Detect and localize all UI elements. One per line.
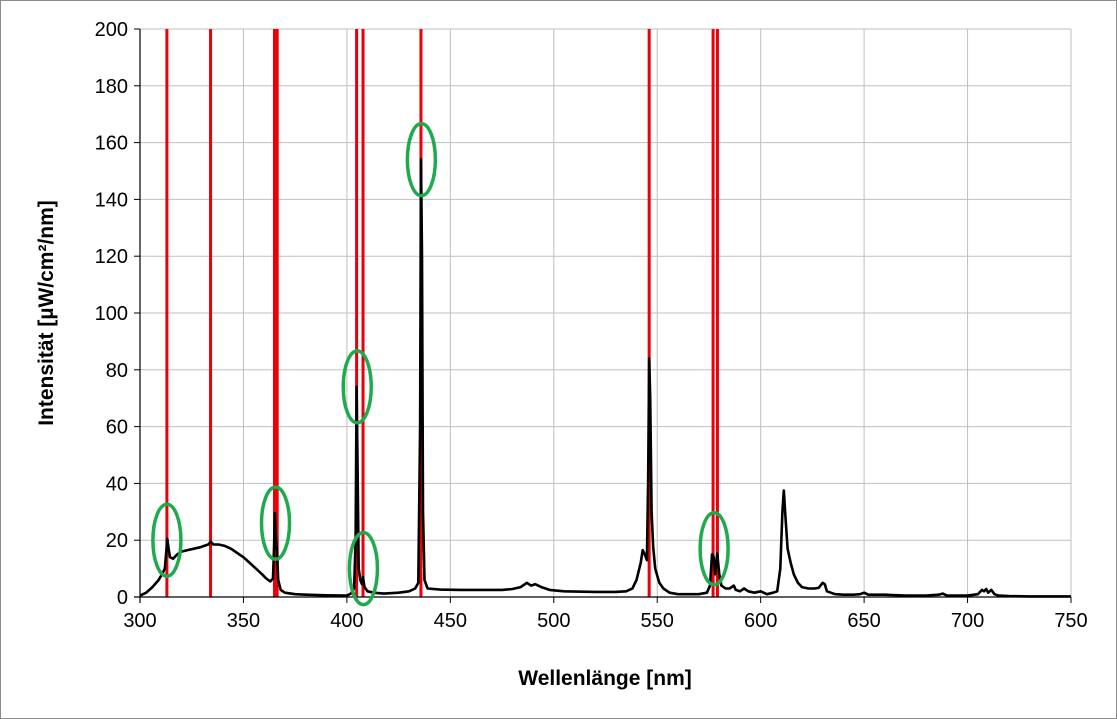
y-tick-label: 180: [95, 76, 128, 98]
y-tick-label: 0: [117, 587, 128, 609]
axes: [134, 28, 1072, 603]
x-tick-label: 500: [537, 610, 570, 632]
y-tick-label: 80: [106, 360, 128, 382]
x-tick-label: 400: [330, 610, 363, 632]
x-tick-label: 550: [641, 610, 674, 632]
x-tick-label: 700: [951, 610, 984, 632]
y-tick-label: 20: [106, 530, 128, 552]
y-tick-label: 140: [95, 189, 128, 211]
grid: [140, 28, 1072, 597]
y-tick-label: 160: [95, 133, 128, 155]
tick-labels: 300 350 400 450 500 550 600 650 700 750 0 20 40 60 80 1…: [95, 19, 1088, 632]
peak-marker-ellipse: [341, 349, 373, 425]
x-tick-label: 450: [434, 610, 467, 632]
y-tick-label: 100: [95, 303, 128, 325]
peak-marker-ellipse: [405, 121, 438, 198]
x-tick-label: 350: [227, 610, 260, 632]
series: [139, 158, 1071, 598]
peak-marker-ellipse: [347, 530, 380, 607]
x-tick-label: 300: [123, 610, 156, 632]
y-tick-label: 60: [106, 417, 128, 439]
y-axis-title: Intensität [µW/cm²/nm]: [35, 200, 58, 426]
y-tick-label: 120: [95, 246, 128, 268]
x-axis-title: Wellenlänge [nm]: [518, 667, 691, 690]
x-tick-label: 600: [744, 610, 777, 632]
reference-lines: [165, 29, 719, 597]
peak-markers: [151, 121, 730, 607]
peak-marker-ellipse: [151, 502, 183, 578]
x-tick-label: 750: [1054, 610, 1087, 632]
series-line: [139, 158, 1071, 598]
peak-marker-ellipse: [259, 485, 292, 561]
peak-marker-ellipse: [698, 510, 730, 587]
y-tick-label: 200: [95, 19, 128, 41]
y-tick-label: 40: [106, 473, 128, 495]
x-tick-label: 650: [847, 610, 880, 632]
